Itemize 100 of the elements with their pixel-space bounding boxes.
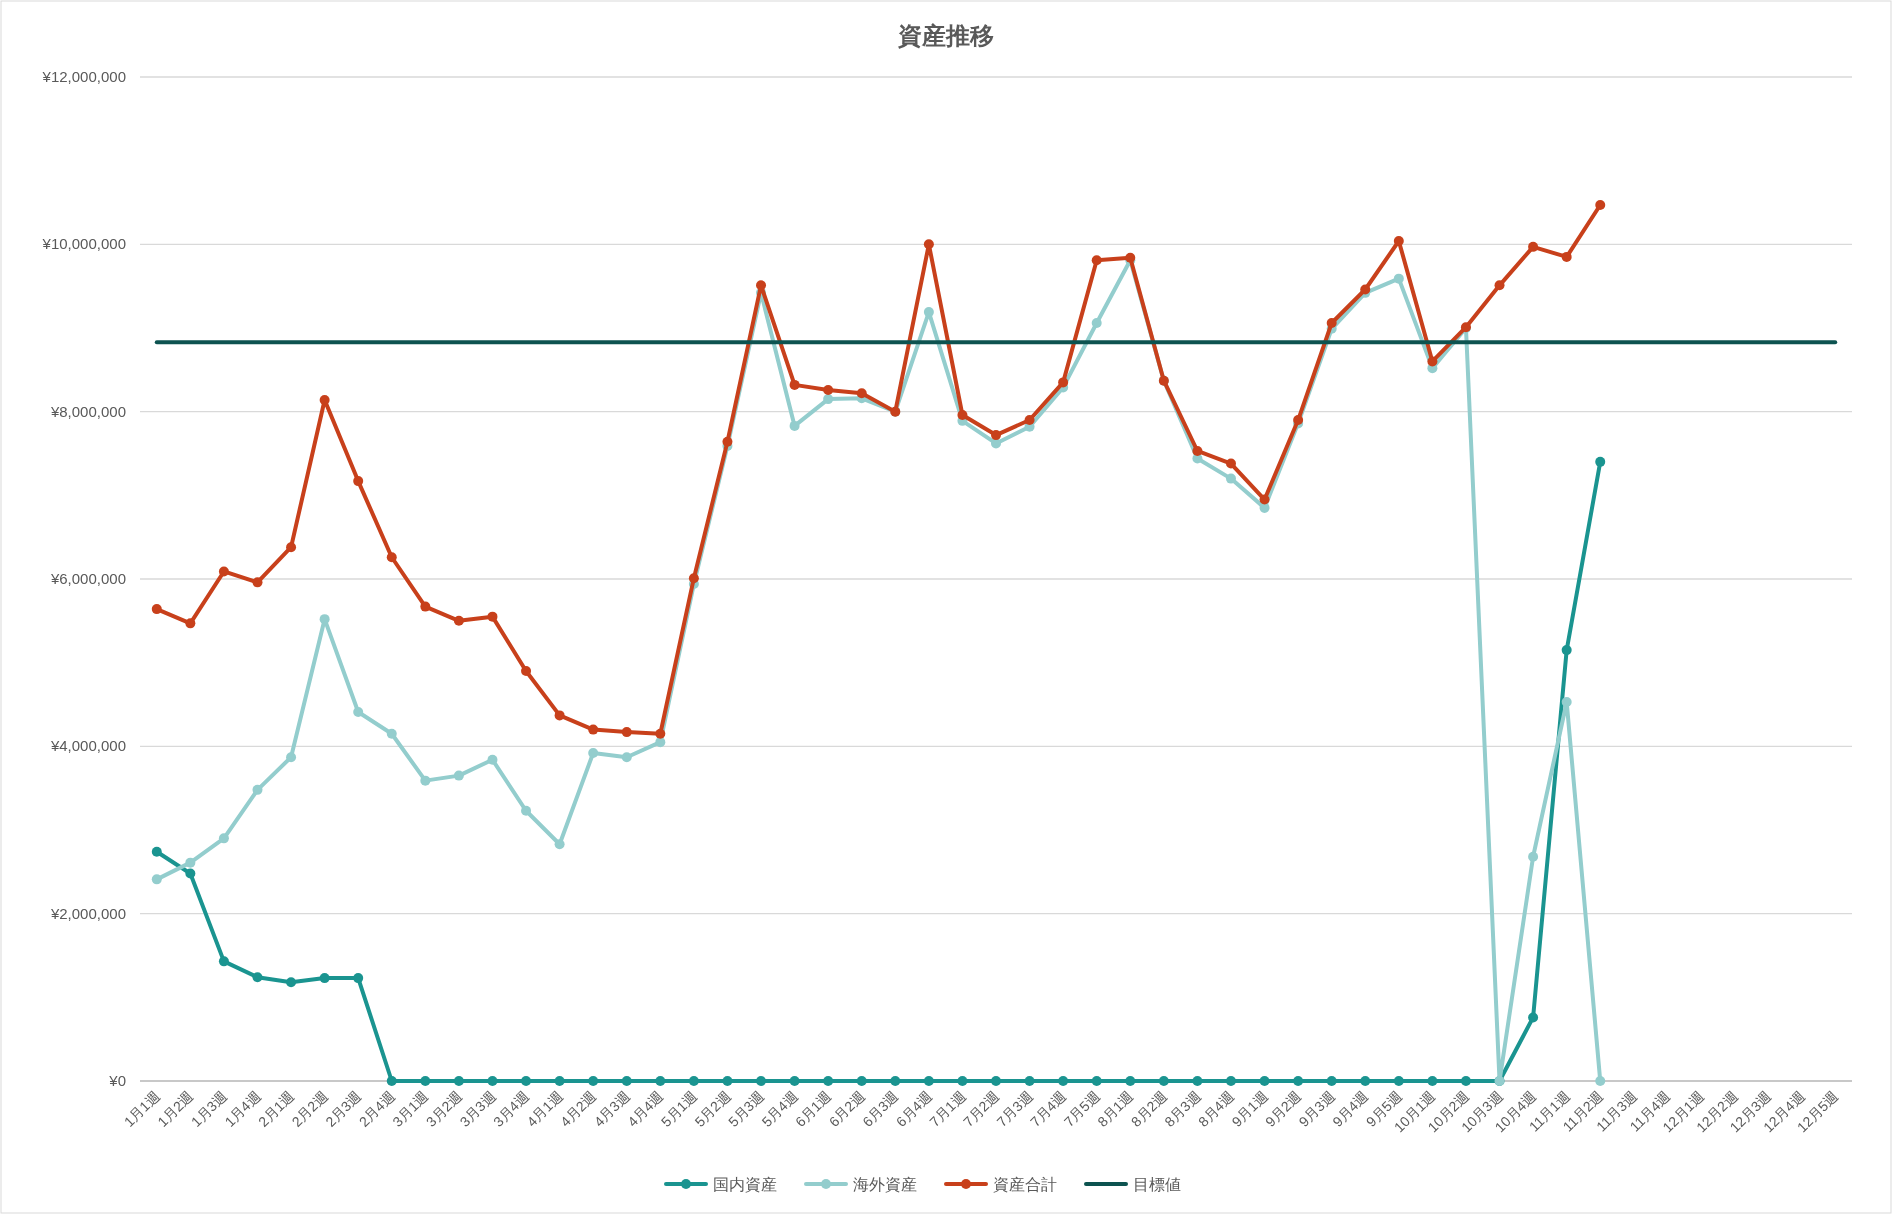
point	[554, 1076, 565, 1086]
legend-label: 目標値	[1133, 1176, 1181, 1193]
point	[1460, 1076, 1471, 1086]
point	[1259, 1076, 1270, 1086]
point	[588, 724, 599, 735]
point	[756, 1076, 767, 1086]
point	[286, 542, 297, 553]
point	[1360, 1076, 1371, 1086]
point	[756, 280, 767, 291]
point	[252, 784, 263, 795]
point	[521, 805, 532, 816]
point	[688, 1076, 699, 1086]
point	[185, 857, 196, 868]
point	[252, 972, 263, 983]
point	[487, 754, 498, 765]
point	[655, 737, 666, 748]
point	[252, 577, 263, 588]
point	[218, 566, 229, 577]
point	[1326, 317, 1337, 328]
point	[420, 775, 431, 786]
point	[1225, 1076, 1236, 1086]
point	[588, 1076, 599, 1086]
point	[923, 1076, 934, 1086]
point	[1528, 851, 1539, 862]
point	[1192, 445, 1203, 456]
point	[521, 1076, 532, 1086]
point	[286, 752, 297, 763]
point	[1225, 473, 1236, 484]
point	[353, 707, 364, 718]
point	[856, 1076, 867, 1086]
point	[420, 601, 431, 612]
point	[453, 770, 464, 781]
point	[1058, 377, 1069, 388]
point	[890, 1076, 901, 1086]
point	[823, 1076, 834, 1086]
point	[1091, 255, 1102, 266]
point	[185, 868, 196, 879]
point	[1528, 1012, 1539, 1023]
point	[1158, 1076, 1169, 1086]
point	[789, 1076, 800, 1086]
point	[185, 618, 196, 629]
point	[823, 384, 834, 395]
point	[1561, 645, 1572, 656]
point	[1091, 317, 1102, 328]
point	[1427, 1076, 1438, 1086]
point	[655, 728, 666, 739]
point	[218, 956, 229, 967]
point	[1091, 1076, 1102, 1086]
point	[554, 839, 565, 850]
point	[722, 1076, 733, 1086]
point	[319, 394, 330, 405]
point	[453, 615, 464, 626]
point	[957, 410, 968, 421]
point	[1595, 456, 1606, 467]
chart-title: 資産推移	[897, 22, 994, 49]
y-tick-label: ¥4,000,000	[49, 737, 126, 755]
legend-label: 海外資産	[853, 1176, 917, 1193]
point	[151, 604, 162, 615]
point	[688, 573, 699, 584]
point	[151, 846, 162, 857]
point	[1192, 1076, 1203, 1086]
point	[621, 1076, 632, 1086]
point	[521, 666, 532, 677]
point	[487, 611, 498, 622]
point	[856, 388, 867, 399]
point	[1561, 251, 1572, 262]
point	[353, 476, 364, 487]
point	[1528, 241, 1539, 252]
point	[453, 1076, 464, 1086]
point	[286, 977, 297, 988]
point	[991, 1076, 1001, 1086]
legend-label: 国内資産	[713, 1176, 777, 1193]
point	[1595, 200, 1606, 211]
point	[386, 728, 397, 739]
point	[1595, 1076, 1606, 1086]
point	[1058, 1076, 1069, 1086]
y-tick-label: ¥0	[108, 1072, 126, 1089]
point	[1125, 1076, 1136, 1086]
point	[386, 552, 397, 563]
point	[1326, 1076, 1337, 1086]
point	[1259, 494, 1270, 505]
point	[1393, 273, 1404, 284]
point	[823, 394, 834, 405]
point	[722, 436, 733, 447]
y-tick-label: ¥10,000,000	[41, 235, 126, 253]
point	[1561, 696, 1572, 707]
point	[1024, 415, 1035, 426]
point	[923, 239, 934, 250]
point	[1024, 1076, 1035, 1086]
point	[621, 727, 632, 738]
y-tick-label: ¥2,000,000	[49, 904, 126, 922]
point	[991, 430, 1001, 441]
point	[789, 420, 800, 431]
point	[621, 752, 632, 763]
y-tick-label: ¥6,000,000	[49, 570, 126, 587]
point	[655, 1076, 666, 1086]
point	[1293, 1076, 1304, 1086]
y-tick-label: ¥8,000,000	[49, 402, 126, 420]
point	[957, 1076, 968, 1086]
point	[353, 973, 364, 984]
